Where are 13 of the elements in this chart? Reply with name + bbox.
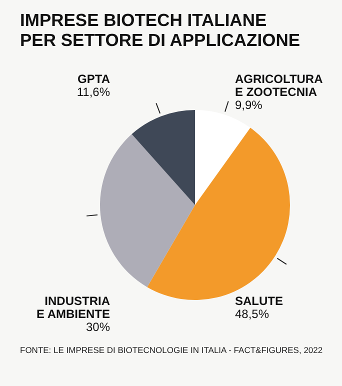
data-label: 30% xyxy=(86,320,110,334)
pie-slice xyxy=(195,110,250,205)
data-label: 48,5% xyxy=(235,307,270,321)
slice-label: INDUSTRIA E AMBIENTE xyxy=(36,294,110,321)
pie-slice xyxy=(100,134,195,288)
slice-label: GPTA xyxy=(78,72,110,86)
chart-title: IMPRESE BIOTECH ITALIANE PER SETTORE DI APPLICAZIONE xyxy=(20,10,300,50)
slice-label: SALUTE xyxy=(235,294,283,308)
data-label: 9,9% xyxy=(235,98,263,112)
slice-label: AGRICOLTURA E ZOOTECNIA xyxy=(235,72,324,99)
pie-slice xyxy=(132,110,195,205)
source-note: FONTE: LE IMPRESE DI BIOTECNOLOGIE IN ITALIA - FACT&FIGURES, 2022 xyxy=(20,345,323,355)
data-label: 11,6% xyxy=(76,85,110,99)
